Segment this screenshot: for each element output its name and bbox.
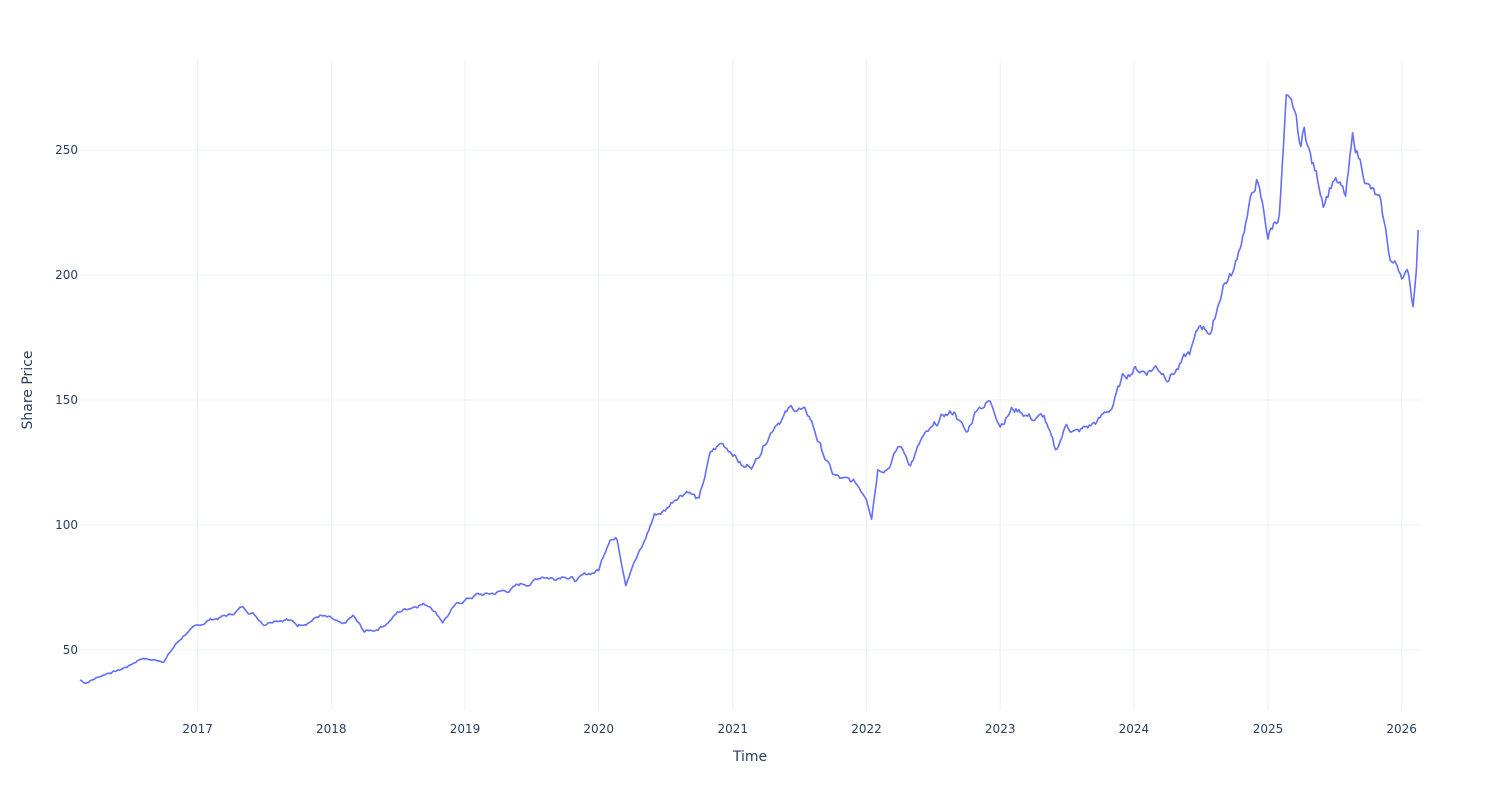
y-tick-label: 150 [55,393,78,407]
x-tick-labels: 2017 2018 2019 2020 2021 2022 2023 2024 2025 2026 [182,722,1417,736]
y-tick-label: 100 [55,518,78,532]
x-tick-label: 2025 [1253,722,1284,736]
x-tick-label: 2026 [1386,722,1417,736]
x-tick-label: 2018 [316,722,347,736]
plot-background [80,60,1420,710]
y-tick-label: 200 [55,268,78,282]
x-tick-label: 2017 [182,722,213,736]
x-axis-title: Time [732,749,767,765]
y-tick-label: 50 [63,643,78,657]
x-tick-label: 2022 [851,722,882,736]
x-tick-label: 2019 [450,722,481,736]
y-gridlines [80,149,1420,651]
x-tick-label: 2024 [1119,722,1150,736]
y-tick-labels: 50 100 150 200 250 [55,143,78,657]
y-axis-title: Share Price [20,350,36,429]
x-tick-label: 2023 [985,722,1016,736]
y-tick-label: 250 [55,143,78,157]
series-line [79,93,1419,685]
x-tick-label: 2020 [583,722,614,736]
x-tick-label: 2021 [718,722,749,736]
x-gridlines [197,60,1403,710]
